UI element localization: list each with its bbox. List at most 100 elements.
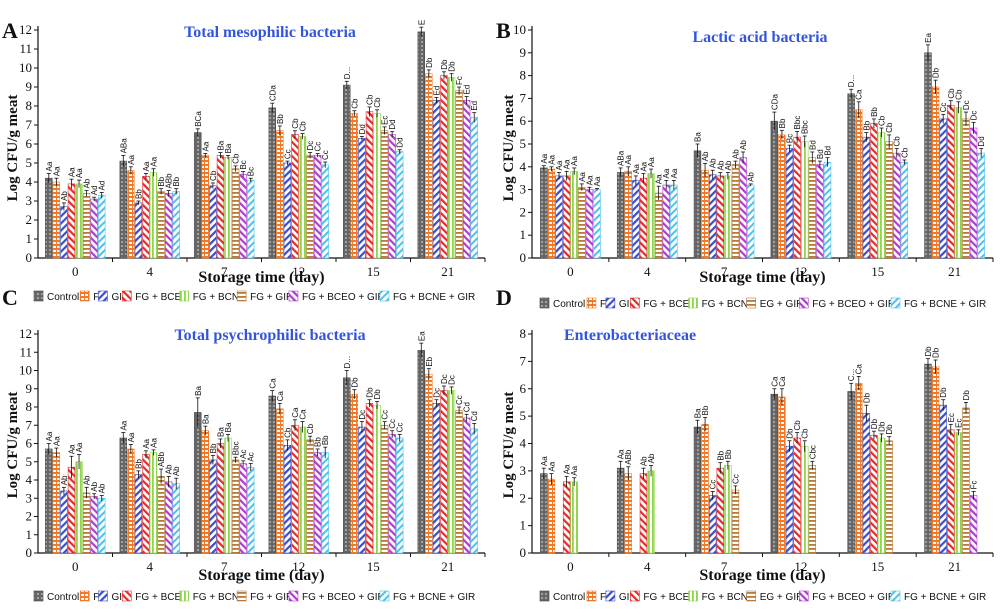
x-tick-label: 21 bbox=[441, 559, 454, 574]
bar-fg-bcne-gir bbox=[98, 195, 106, 259]
x-axis-label: Storage time (day) bbox=[198, 567, 324, 584]
significance-label: Ec bbox=[947, 413, 956, 422]
significance-label: Ab bbox=[739, 140, 748, 150]
bar-control bbox=[693, 426, 702, 554]
significance-label: Aa bbox=[617, 449, 626, 459]
bar-fg-bceo-gir bbox=[462, 417, 471, 554]
legend-swatch bbox=[79, 590, 90, 602]
bar-fg-bcne bbox=[647, 173, 655, 259]
significance-label: Ec bbox=[381, 116, 390, 125]
x-tick-label: 21 bbox=[441, 264, 454, 279]
bar-fg-bceo bbox=[216, 155, 225, 259]
significance-label: Bb bbox=[209, 443, 218, 453]
significance-label: Dc bbox=[306, 141, 315, 151]
panels: 01234567891011120AaAaAbAaAaAbAdAd4ABaAaB… bbox=[2, 18, 994, 603]
bar-fg-bceo bbox=[639, 177, 648, 259]
bar-fg-gir bbox=[455, 90, 463, 259]
y-tick-label: 9 bbox=[26, 381, 33, 396]
significance-label: Bc bbox=[239, 160, 248, 169]
significance-label: ABa bbox=[617, 150, 626, 166]
significance-label: Ab bbox=[98, 483, 107, 493]
legend-item-label: EG + GIR bbox=[760, 592, 804, 603]
significance-label: Bb bbox=[862, 120, 871, 130]
legend-swatch bbox=[746, 590, 757, 602]
significance-label: Bc bbox=[786, 134, 795, 143]
bar-gir bbox=[432, 100, 441, 259]
y-tick-label: 10 bbox=[19, 60, 32, 75]
y-tick-label: 1 bbox=[26, 527, 33, 542]
bar-fg-gir bbox=[306, 439, 314, 554]
bar-fg bbox=[276, 408, 284, 554]
significance-label: Cd bbox=[470, 411, 479, 421]
bar-fg-gir bbox=[808, 465, 817, 554]
y-tick-label: 1 bbox=[520, 518, 527, 533]
bar-control bbox=[693, 150, 702, 259]
bar-control bbox=[540, 473, 548, 554]
y-tick-label: 5 bbox=[520, 408, 527, 423]
bar-fg-bceo bbox=[142, 454, 150, 554]
x-tick-label: 15 bbox=[871, 559, 884, 574]
significance-label: Aa bbox=[547, 461, 556, 471]
chart-title: Lactic acid bacteria bbox=[692, 29, 827, 46]
legend-item-label: EG + GIR bbox=[760, 299, 804, 310]
legend-item-label: Control bbox=[47, 292, 79, 303]
y-tick-label: 0 bbox=[26, 545, 33, 560]
significance-label: Ab bbox=[83, 475, 92, 485]
bar-control bbox=[343, 377, 351, 554]
significance-label: Aa bbox=[647, 157, 656, 167]
y-tick-label: 9 bbox=[26, 79, 33, 94]
bar-gir bbox=[134, 202, 143, 259]
significance-label: Ba bbox=[201, 414, 210, 424]
bar-fg-bcne bbox=[954, 107, 963, 259]
significance-label: Ab bbox=[639, 456, 648, 466]
bar-control bbox=[268, 395, 276, 554]
significance-label: Db bbox=[962, 390, 971, 401]
bar-fg-bceo-gir bbox=[388, 134, 396, 259]
bar-control bbox=[924, 52, 932, 259]
legend-swatch bbox=[33, 290, 44, 302]
bar-fg bbox=[778, 134, 786, 259]
significance-label: Ba bbox=[216, 140, 225, 150]
y-tick-label: 8 bbox=[26, 399, 33, 414]
significance-label: Ab bbox=[60, 475, 69, 485]
significance-label: Fc bbox=[970, 481, 979, 490]
bar-fg-bceo bbox=[440, 390, 448, 554]
legend-item-label: FG + BCNE + GIR bbox=[393, 592, 475, 603]
bar-fg bbox=[701, 169, 709, 259]
significance-label: Bb bbox=[321, 435, 330, 445]
significance-label: Cb bbox=[365, 94, 374, 105]
significance-label: Db bbox=[425, 57, 434, 68]
bar-control bbox=[770, 120, 779, 259]
bar-gir bbox=[708, 495, 717, 554]
significance-label: Db bbox=[350, 377, 359, 388]
bar-control bbox=[417, 350, 425, 554]
significance-label: Ea bbox=[924, 32, 933, 42]
bar-gir bbox=[358, 138, 366, 259]
bar-gir bbox=[209, 185, 217, 259]
x-tick-label: 7 bbox=[221, 559, 228, 574]
significance-label: Ab bbox=[724, 160, 733, 170]
panel-letter: B bbox=[496, 18, 511, 43]
y-tick-label: 2 bbox=[520, 204, 527, 219]
legend-swatch bbox=[890, 590, 901, 602]
bar-fg-bceo bbox=[716, 467, 724, 554]
bar-fg-gir bbox=[306, 155, 314, 259]
y-tick-label: 5 bbox=[520, 136, 527, 151]
significance-label: Ad bbox=[90, 185, 99, 195]
x-tick-label: 0 bbox=[567, 559, 574, 574]
legend-item-label: GIR bbox=[111, 292, 129, 303]
legend-swatch bbox=[539, 590, 550, 602]
bar-fg-bceo bbox=[67, 466, 76, 554]
significance-label: D... bbox=[343, 67, 352, 79]
significance-label: Aa bbox=[670, 168, 679, 178]
bar-fg-bcne bbox=[298, 136, 307, 259]
significance-label: Aa bbox=[555, 160, 564, 170]
legend-swatch bbox=[630, 590, 640, 602]
bar-fg-bcne bbox=[149, 452, 158, 554]
legend-item-label: GIR bbox=[619, 592, 637, 603]
bar-fg-gir bbox=[808, 157, 817, 259]
bar-fg bbox=[52, 452, 61, 554]
significance-label: Ca bbox=[855, 364, 864, 375]
